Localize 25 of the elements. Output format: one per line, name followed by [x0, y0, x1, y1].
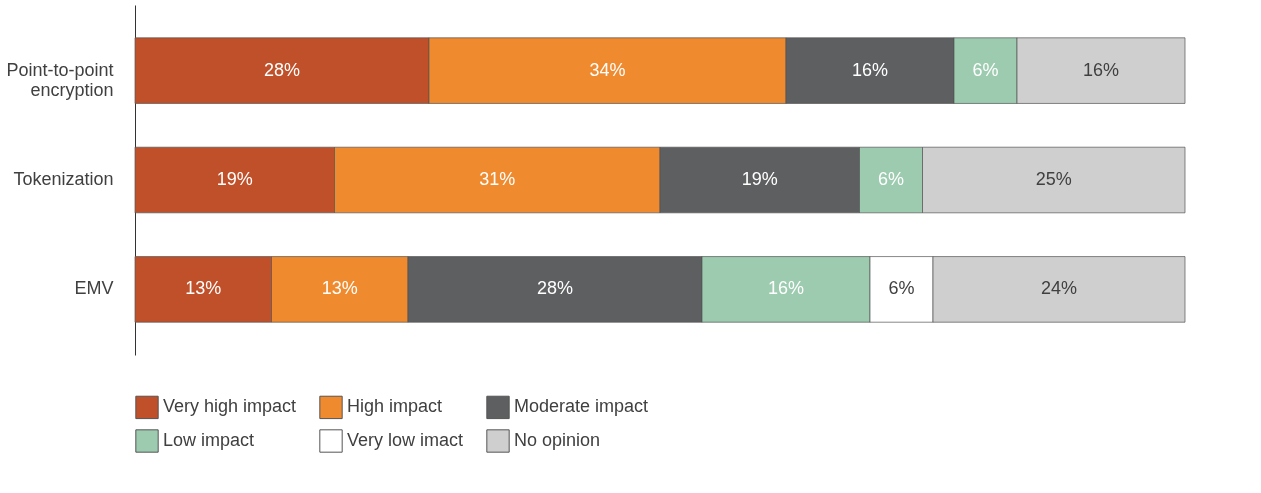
y-tick-label: Point-to-point encryption: [6, 59, 114, 100]
data-label: 13%: [321, 278, 358, 299]
data-label: 24%: [1040, 278, 1078, 299]
legend-label: Very low imact: [347, 430, 464, 450]
data-label: 31%: [479, 169, 516, 189]
legend-label: Low impact: [163, 430, 255, 450]
data-label: 16%: [1082, 59, 1120, 80]
data-label: 6%: [972, 59, 999, 80]
data-label: 16%: [851, 59, 889, 80]
data-label: 28%: [263, 59, 301, 80]
legend-label: High impact: [347, 396, 443, 417]
data-label: 34%: [589, 59, 626, 80]
data-label: 19%: [741, 169, 778, 189]
y-tick-label: EMV: [74, 278, 114, 299]
data-label: 16%: [767, 278, 805, 299]
data-label: 6%: [877, 169, 905, 189]
y-tick-label: Tokenization: [13, 169, 114, 189]
legend-label: Very high impact: [163, 396, 297, 417]
data-label: 25%: [1035, 169, 1072, 189]
data-label: 28%: [536, 278, 574, 299]
legend-label: No opinion: [514, 430, 601, 450]
legend-label: Moderate impact: [514, 396, 649, 417]
data-label: 19%: [216, 169, 253, 189]
data-label: 13%: [185, 278, 222, 299]
data-label: 6%: [888, 278, 915, 299]
